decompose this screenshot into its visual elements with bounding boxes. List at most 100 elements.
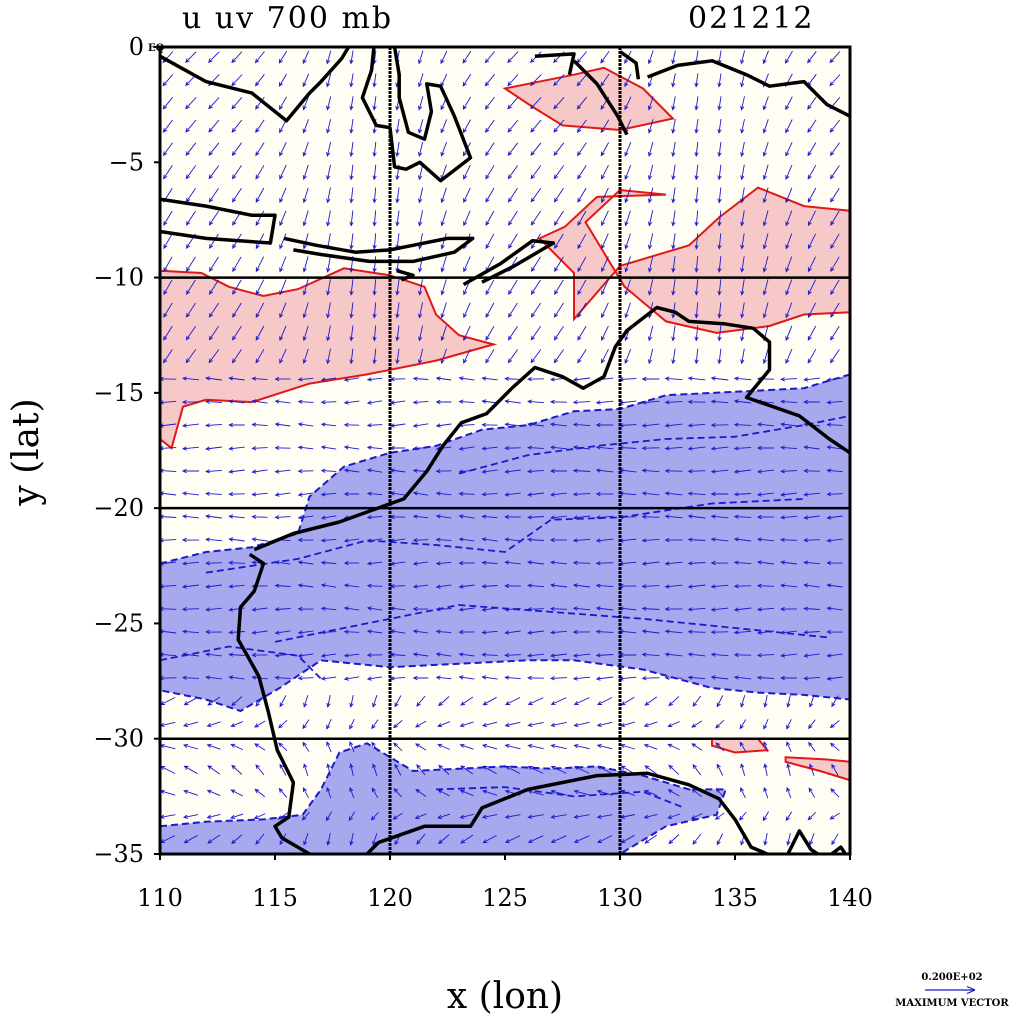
- wind-vector: [371, 719, 379, 730]
- wind-vector: [206, 813, 221, 819]
- wind-vector: [733, 376, 752, 381]
- wind-vector: [417, 164, 424, 181]
- wind-vector: [254, 720, 266, 728]
- wind-vector: [830, 210, 840, 226]
- wind-vector: [462, 73, 472, 87]
- wind-vector: [762, 119, 769, 134]
- wind-vector: [297, 422, 314, 427]
- wind-vector: [435, 399, 452, 405]
- wind-vector: [279, 695, 287, 708]
- wind-vector: [415, 743, 427, 751]
- x-tick-label: 120: [367, 884, 413, 912]
- wind-vector: [671, 279, 676, 296]
- wind-vector: [207, 834, 221, 844]
- wind-vector: [597, 766, 613, 774]
- wind-vector: [231, 696, 243, 707]
- wind-vector: [366, 583, 383, 588]
- wind-vector: [485, 210, 495, 227]
- wind-vector: [463, 210, 471, 227]
- coastline-2: [534, 52, 576, 76]
- wind-vector: [576, 96, 587, 110]
- wind-vector: [255, 349, 265, 364]
- wind-vector: [762, 348, 769, 365]
- wind-vector: [664, 400, 683, 405]
- wind-vector: [279, 302, 287, 319]
- wind-vector: [577, 302, 587, 318]
- wind-vector: [481, 607, 498, 612]
- wind-vector: [641, 584, 660, 589]
- wind-vector: [687, 491, 706, 496]
- wind-vector: [481, 537, 498, 542]
- coastline-5: [160, 197, 277, 245]
- wind-vector: [302, 741, 310, 752]
- wind-vector: [349, 50, 354, 65]
- wind-vector: [717, 256, 722, 273]
- wind-vector: [274, 583, 291, 588]
- wind-vector: [320, 676, 337, 681]
- wind-vector: [595, 538, 614, 543]
- wind-vector: [279, 187, 287, 204]
- wind-vector: [733, 675, 752, 680]
- wind-vector: [206, 743, 221, 750]
- wind-vector: [762, 187, 769, 204]
- wind-vector: [664, 675, 683, 681]
- wind-vector: [160, 561, 177, 566]
- wind-vector: [549, 653, 568, 658]
- wind-vector: [297, 445, 314, 450]
- wind-vector: [624, 233, 631, 250]
- wind-vector: [326, 348, 331, 365]
- wind-vector: [717, 73, 722, 88]
- wind-vector: [418, 325, 424, 342]
- wind-vector: [435, 652, 452, 657]
- wind-vector: [641, 445, 660, 451]
- wind-vector: [181, 376, 200, 381]
- wind-vector: [572, 400, 591, 405]
- wind-vector: [530, 142, 542, 157]
- wind-vector: [641, 514, 660, 519]
- wind-vector: [366, 652, 383, 658]
- wind-vector: [756, 675, 775, 680]
- wind-vector: [207, 51, 220, 64]
- wind-vector: [530, 279, 541, 295]
- wind-vector: [232, 302, 242, 318]
- wind-vector: [205, 423, 222, 428]
- wind-vector: [205, 629, 222, 635]
- wind-vector: [687, 584, 706, 589]
- wind-vector: [733, 469, 752, 474]
- wind-vector: [763, 763, 768, 776]
- wind-vector: [508, 233, 518, 249]
- wind-vector: [163, 233, 173, 250]
- wind-vector: [807, 348, 817, 364]
- wind-vector: [780, 492, 797, 497]
- wind-vector: [326, 141, 332, 158]
- wind-vector: [577, 142, 587, 157]
- wind-vector: [780, 515, 797, 520]
- wind-vector: [435, 675, 452, 680]
- wind-vector: [829, 119, 841, 133]
- wind-vector: [807, 164, 817, 180]
- wind-vector: [460, 765, 474, 775]
- wind-vector: [160, 514, 177, 519]
- wind-vector: [297, 515, 314, 520]
- wind-vector: [181, 652, 200, 657]
- x-tick-label: 130: [597, 884, 643, 912]
- wind-vector: [740, 96, 745, 111]
- wind-vector: [527, 422, 544, 427]
- wind-vector: [458, 607, 475, 612]
- wind-vector: [228, 584, 245, 589]
- wind-vector: [389, 676, 406, 681]
- wind-vector: [572, 629, 591, 635]
- wind-vector: [784, 50, 793, 64]
- wind-vector: [595, 561, 614, 566]
- wind-vector: [372, 187, 377, 204]
- wind-vector: [208, 279, 219, 295]
- wind-vector: [251, 446, 268, 451]
- wind-vector: [596, 743, 613, 750]
- wind-vector: [829, 74, 841, 87]
- wind-vector: [829, 51, 841, 64]
- wind-vector: [573, 814, 590, 819]
- wind-vector: [717, 164, 722, 181]
- wind-vector: [671, 73, 676, 88]
- wind-vector: [554, 256, 564, 272]
